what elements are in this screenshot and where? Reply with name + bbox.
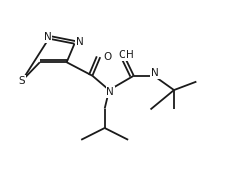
Text: N: N [151, 68, 159, 78]
Text: S: S [19, 76, 25, 86]
Text: O: O [103, 52, 111, 62]
Text: H: H [126, 50, 134, 60]
Text: N: N [44, 32, 52, 42]
Text: O: O [118, 50, 126, 60]
Text: N: N [76, 37, 83, 47]
Text: N: N [106, 87, 114, 97]
